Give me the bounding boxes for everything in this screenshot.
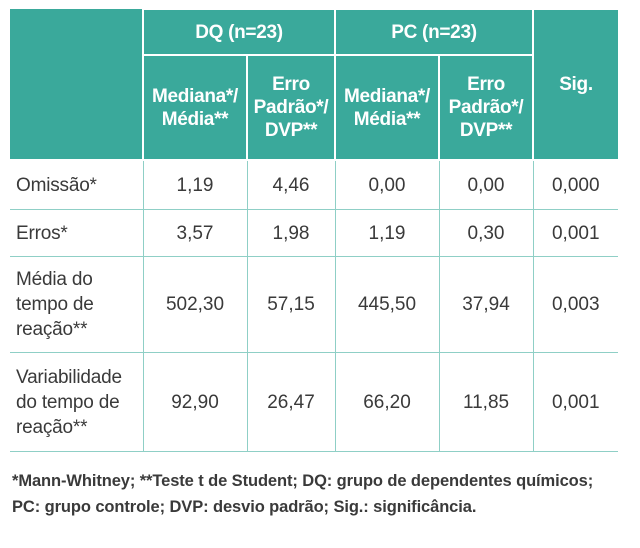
row-label: Variabilidade do tempo de reação** bbox=[10, 352, 143, 452]
results-table: DQ (n=23) PC (n=23) Sig. Mediana*/ Média… bbox=[10, 8, 619, 452]
row-label: Omissão* bbox=[10, 160, 143, 210]
pc-median-cell: 0,00 bbox=[334, 160, 440, 210]
table-footnote: *Mann-Whitney; **Teste t de Student; DQ:… bbox=[12, 472, 594, 516]
dq-median-header: Mediana*/ Média** bbox=[142, 54, 248, 161]
table-row-variabilidade-tempo-reacao: Variabilidade do tempo de reação** 92,90… bbox=[10, 352, 619, 452]
sig-cell: 0,003 bbox=[532, 256, 619, 353]
pc-median-cell: 445,50 bbox=[334, 256, 440, 353]
table-row-media-tempo-reacao: Média do tempo de reação** 502,30 57,15 … bbox=[10, 256, 619, 353]
dq-group-header: DQ (n=23) bbox=[141, 8, 337, 56]
pc-median-cell: 66,20 bbox=[334, 352, 440, 452]
row-label: Erros* bbox=[10, 209, 143, 257]
pc-error-cell: 37,94 bbox=[438, 256, 534, 353]
sub-header-row: Mediana*/ Média** Erro Padrão*/ DVP** Me… bbox=[10, 54, 618, 161]
sig-cell: 0,001 bbox=[532, 352, 619, 452]
pc-group-header: PC (n=23) bbox=[334, 8, 535, 56]
dq-error-header: Erro Padrão*/ DVP** bbox=[245, 54, 337, 161]
sig-cell: 0,000 bbox=[532, 160, 619, 210]
table-row-omissao: Omissão* 1,19 4,46 0,00 0,00 0,000 bbox=[10, 160, 619, 210]
pc-median-cell: 1,19 bbox=[334, 209, 440, 257]
dq-median-cell: 92,90 bbox=[142, 352, 247, 452]
corner-header-cell bbox=[10, 9, 144, 161]
sig-header: Sig. bbox=[532, 8, 619, 161]
group-header-row: DQ (n=23) PC (n=23) Sig. bbox=[10, 8, 619, 161]
dq-median-cell: 3,57 bbox=[142, 209, 247, 257]
dq-error-cell: 1,98 bbox=[246, 209, 336, 257]
pc-error-cell: 0,30 bbox=[438, 209, 534, 257]
pc-median-header: Mediana*/ Média** bbox=[334, 54, 441, 161]
dq-median-cell: 502,30 bbox=[142, 256, 247, 353]
dq-error-cell: 4,46 bbox=[246, 160, 336, 210]
sig-cell: 0,001 bbox=[532, 209, 619, 257]
dq-error-cell: 57,15 bbox=[246, 256, 336, 353]
table-row-erros: Erros* 3,57 1,98 1,19 0,30 0,001 bbox=[10, 209, 619, 257]
dq-median-cell: 1,19 bbox=[142, 160, 247, 210]
pc-error-header: Erro Padrão*/ DVP** bbox=[438, 54, 535, 161]
pc-error-cell: 11,85 bbox=[438, 352, 534, 452]
pc-error-cell: 0,00 bbox=[438, 160, 534, 210]
dq-error-cell: 26,47 bbox=[246, 352, 336, 452]
row-label: Média do tempo de reação** bbox=[10, 256, 143, 353]
